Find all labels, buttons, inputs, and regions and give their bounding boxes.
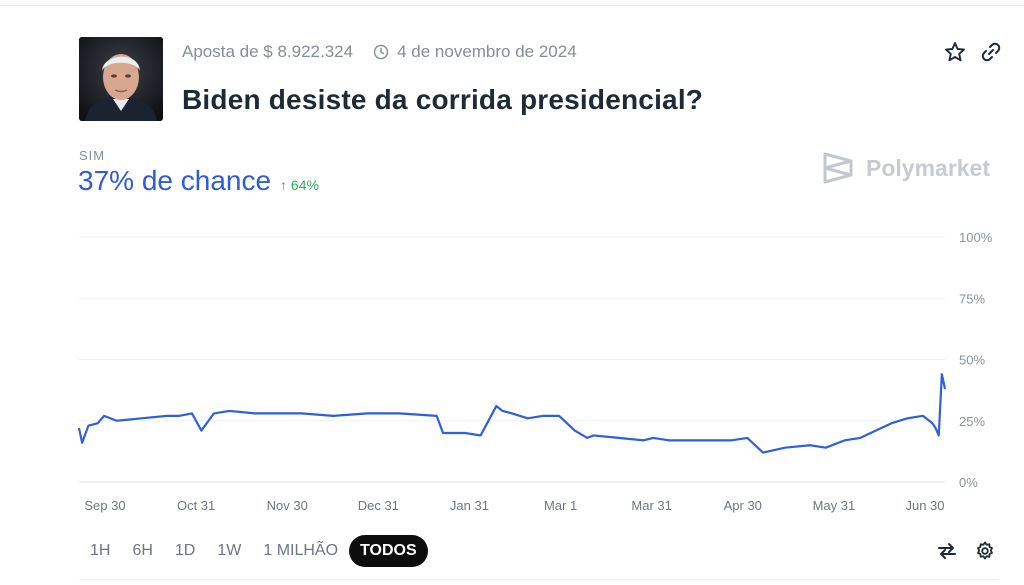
- data-point: [332, 415, 334, 417]
- data-point: [191, 412, 193, 414]
- data-point: [495, 405, 497, 407]
- brand-watermark: Polymarket: [822, 150, 990, 186]
- gear-icon[interactable]: [975, 541, 995, 561]
- data-point: [501, 410, 503, 412]
- data-point: [592, 434, 594, 436]
- data-point: [200, 429, 202, 431]
- data-point: [97, 422, 99, 424]
- top-divider: [0, 0, 1024, 6]
- time-range-todos[interactable]: TODOS: [349, 535, 428, 567]
- data-point: [574, 429, 576, 431]
- polymarket-logo-icon: [823, 152, 853, 184]
- data-point: [115, 420, 117, 422]
- data-point: [668, 439, 670, 441]
- data-point: [699, 439, 701, 441]
- time-range-1h[interactable]: 1H: [90, 542, 111, 559]
- x-tick-label: Jan 31: [450, 498, 489, 513]
- data-point: [87, 424, 89, 426]
- data-point: [542, 415, 544, 417]
- x-tick-label: Sep 30: [84, 498, 125, 513]
- data-point: [586, 437, 588, 439]
- data-point: [398, 412, 400, 414]
- data-point: [479, 434, 481, 436]
- data-point: [730, 439, 732, 441]
- x-tick-label: Jun 30: [905, 498, 944, 513]
- data-point: [511, 412, 513, 414]
- x-tick-label: Mar 31: [631, 498, 671, 513]
- time-range-selector: 1H 6H 1D 1W 1 MILHÃO TODOS: [79, 535, 428, 567]
- data-point: [81, 442, 83, 444]
- data-point: [617, 437, 619, 439]
- time-range-1-milhão[interactable]: 1 MILHÃO: [263, 542, 339, 559]
- data-point: [934, 427, 936, 429]
- time-range-1d[interactable]: 1D: [174, 542, 196, 559]
- time-range-6h[interactable]: 6H: [132, 542, 153, 559]
- x-tick-label: Dec 31: [358, 498, 399, 513]
- data-point: [435, 415, 437, 417]
- data-point: [526, 417, 528, 419]
- star-icon[interactable]: [943, 40, 967, 64]
- x-tick-label: Oct 31: [177, 498, 215, 513]
- data-point: [78, 427, 80, 429]
- data-point: [931, 422, 933, 424]
- y-tick-label: 25%: [959, 414, 985, 429]
- y-tick-label: 75%: [959, 291, 985, 306]
- x-tick-label: May 31: [813, 498, 856, 513]
- data-point: [366, 412, 368, 414]
- data-point: [272, 412, 274, 414]
- data-point: [178, 415, 180, 417]
- data-point: [922, 415, 924, 417]
- data-point: [944, 388, 946, 390]
- data-point: [558, 415, 560, 417]
- swap-icon[interactable]: [937, 541, 957, 561]
- data-point: [746, 437, 748, 439]
- data-point: [103, 415, 105, 417]
- series-line[interactable]: [77, 373, 947, 454]
- data-point: [825, 447, 827, 449]
- data-point: [301, 412, 303, 414]
- clock-icon: [373, 44, 389, 60]
- data-point: [938, 434, 940, 436]
- chance-change: ↑ 64%: [280, 177, 319, 193]
- brand-name: Polymarket: [866, 154, 991, 181]
- data-point: [141, 417, 143, 419]
- data-point: [809, 444, 811, 446]
- data-point: [906, 417, 908, 419]
- bottom-divider: [79, 579, 999, 580]
- data-point: [442, 432, 444, 434]
- x-tick-label: Nov 30: [267, 498, 308, 513]
- data-point: [213, 412, 215, 414]
- data-point: [254, 412, 256, 414]
- x-tick-label: Mar 1: [544, 498, 577, 513]
- data-point: [166, 415, 168, 417]
- data-point: [228, 410, 230, 412]
- chance-display: 37% de chance ↑ 64%: [78, 165, 319, 197]
- outcome-label: SIM: [79, 148, 106, 163]
- x-tick-label: Apr 30: [724, 498, 762, 513]
- data-point: [843, 439, 845, 441]
- market-image: [79, 37, 163, 121]
- data-point: [890, 422, 892, 424]
- data-point: [652, 437, 654, 439]
- data-point: [875, 429, 877, 431]
- market-title: Biden desiste da corrida presidencial?: [182, 84, 704, 115]
- price-chart[interactable]: 0% 25% 50% 75% 100% Sep 30 Oct 31 Nov 30 Dec 31 J…: [0, 220, 1024, 520]
- end-date-label: 4 de novembro de 2024: [397, 42, 577, 61]
- data-point: [762, 451, 764, 453]
- chance-value: 37% de chance: [78, 165, 272, 196]
- link-icon[interactable]: [979, 40, 1003, 64]
- data-point: [784, 447, 786, 449]
- data-point: [464, 432, 466, 434]
- market-meta: Aposta de $ 8.922.324 4 de novembro de 2…: [182, 42, 577, 62]
- time-range-1w[interactable]: 1W: [217, 542, 242, 559]
- data-point: [643, 439, 645, 441]
- volume-label: Aposta de $ 8.922.324: [182, 42, 354, 61]
- data-point: [859, 437, 861, 439]
- y-tick-label: 100%: [959, 230, 993, 245]
- y-tick-label: 50%: [959, 353, 985, 368]
- y-tick-label: 0%: [959, 475, 978, 490]
- data-point: [941, 373, 943, 375]
